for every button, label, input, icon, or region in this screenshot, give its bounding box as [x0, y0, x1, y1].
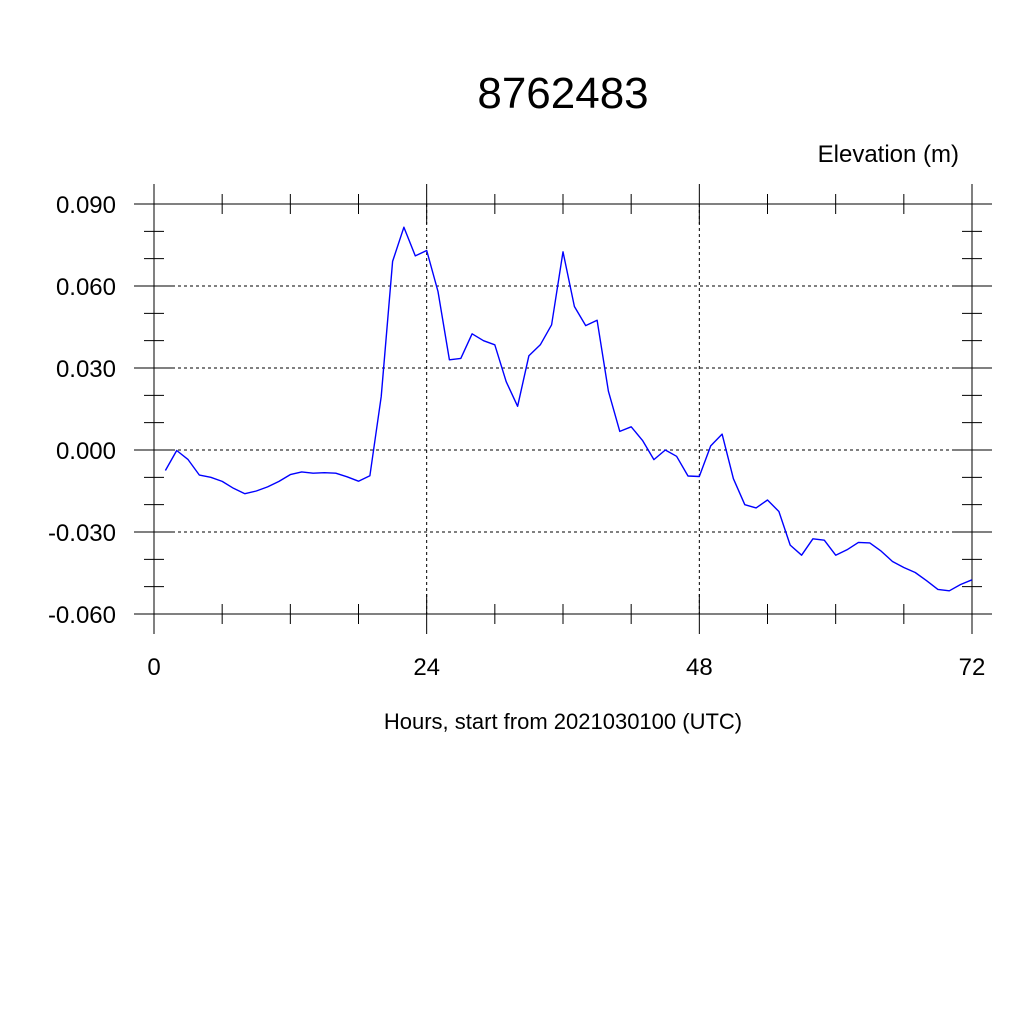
tick-labels: 0.090 0.060 0.030 0.000 -0.030 -0.060 0 24 48 72 — [48, 192, 985, 681]
chart-title: 8762483 — [477, 69, 648, 118]
y-tick-label: 0.000 — [56, 438, 116, 465]
grid-lines — [153, 203, 973, 615]
y-tick-label: 0.060 — [56, 274, 116, 301]
x-tick-label: 24 — [413, 654, 440, 681]
y-tick-label: -0.030 — [48, 520, 116, 547]
y-tick-label: -0.060 — [48, 602, 116, 629]
y-tick-label: 0.090 — [56, 192, 116, 219]
series-group — [164, 226, 973, 592]
x-tick-label: 0 — [147, 654, 160, 681]
series-line-0 — [164, 226, 973, 592]
unit-label: Elevation (m) — [818, 141, 959, 168]
x-tick-label: 48 — [686, 654, 713, 681]
x-axis-label: Hours, start from 2021030100 (UTC) — [384, 709, 742, 734]
y-tick-label: 0.030 — [56, 356, 116, 383]
x-tick-label: 72 — [959, 654, 986, 681]
plot-frame — [134, 184, 992, 634]
